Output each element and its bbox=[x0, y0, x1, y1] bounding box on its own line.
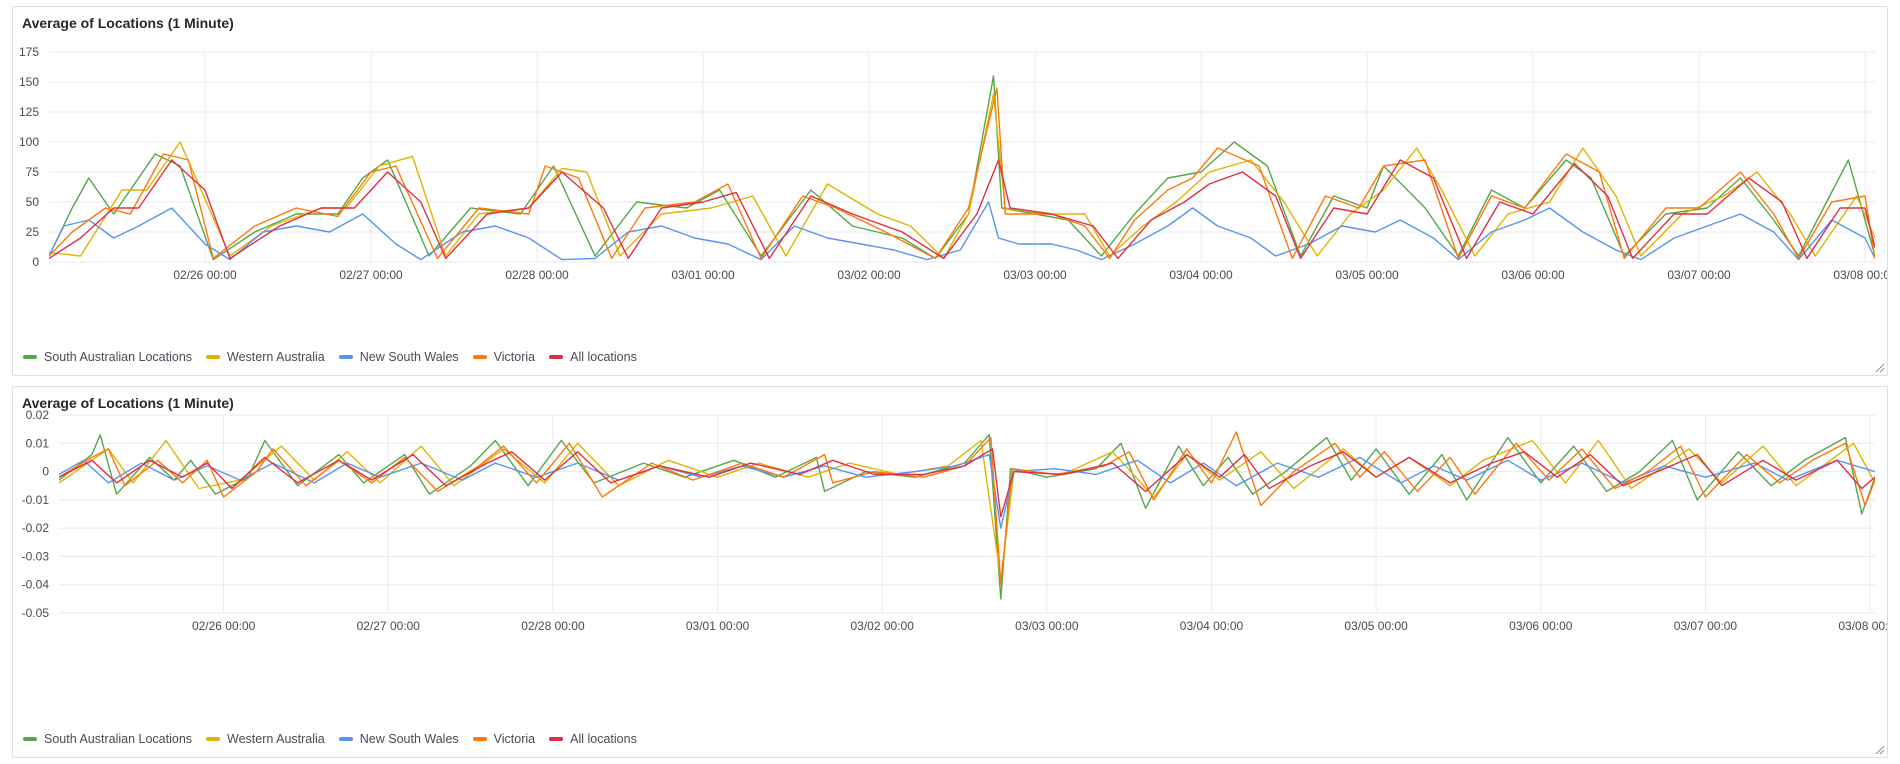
series-line-victoria[interactable] bbox=[59, 431, 1875, 586]
legend-item-western-australia[interactable]: Western Australia bbox=[206, 732, 325, 746]
top-chart-legend: South Australian Locations Western Austra… bbox=[23, 350, 637, 364]
series-line-victoria[interactable] bbox=[49, 87, 1875, 260]
bottom-chart-legend: South Australian Locations Western Austra… bbox=[23, 732, 637, 746]
top-line-chart[interactable]: 0 25 50 75 100 125 150 175 02/26 00:00 02/27 00:0… bbox=[13, 7, 1887, 347]
legend-label: Western Australia bbox=[227, 732, 325, 746]
legend-label: Western Australia bbox=[227, 350, 325, 364]
legend-item-victoria[interactable]: Victoria bbox=[472, 732, 536, 746]
series-group bbox=[49, 75, 1875, 261]
legend-label: New South Wales bbox=[359, 732, 459, 746]
y-tick-label: -0.02 bbox=[22, 521, 50, 535]
series-group bbox=[59, 431, 1875, 600]
panel-title: Average of Locations (1 Minute) bbox=[22, 15, 234, 31]
legend-item-new-south-wales[interactable]: New South Wales bbox=[338, 350, 459, 364]
legend-swatch bbox=[472, 737, 487, 741]
x-tick-label: 03/06 00:00 bbox=[1501, 268, 1565, 282]
legend-item-south-australian-locations[interactable]: South Australian Locations bbox=[23, 732, 192, 746]
y-tick-label: 50 bbox=[26, 195, 40, 209]
x-tick-label: 03/04 00:00 bbox=[1169, 268, 1233, 282]
x-tick-label: 03/04 00:00 bbox=[1180, 619, 1244, 633]
legend-item-all-locations[interactable]: All locations bbox=[549, 350, 637, 364]
legend-label: New South Wales bbox=[359, 350, 459, 364]
x-tick-label: 02/27 00:00 bbox=[357, 619, 421, 633]
series-line-south-australian-locations[interactable] bbox=[49, 75, 1875, 261]
y-tick-label: -0.03 bbox=[22, 549, 50, 563]
x-tick-label: 03/02 00:00 bbox=[851, 619, 915, 633]
y-tick-label: 100 bbox=[19, 135, 39, 149]
legend-swatch bbox=[206, 737, 221, 741]
y-tick-label: 150 bbox=[19, 75, 39, 89]
y-tick-label: 0.02 bbox=[26, 408, 50, 422]
legend-label: Victoria bbox=[493, 350, 536, 364]
legend-swatch bbox=[206, 355, 221, 359]
legend-label: Victoria bbox=[493, 732, 536, 746]
legend-swatch bbox=[338, 737, 353, 741]
x-tick-label: 02/28 00:00 bbox=[521, 619, 585, 633]
x-tick-label: 03/05 00:00 bbox=[1335, 268, 1399, 282]
legend-item-western-australia[interactable]: Western Australia bbox=[206, 350, 325, 364]
y-tick-label: -0.01 bbox=[22, 493, 50, 507]
y-tick-label: 0.01 bbox=[26, 436, 50, 450]
x-tick-label: 02/28 00:00 bbox=[505, 268, 569, 282]
y-tick-label: 0 bbox=[42, 465, 49, 479]
x-tick-label: 02/26 00:00 bbox=[192, 619, 256, 633]
y-tick-label: 175 bbox=[19, 45, 39, 59]
legend-item-new-south-wales[interactable]: New South Wales bbox=[338, 732, 459, 746]
x-tick-label: 03/03 00:00 bbox=[1015, 619, 1079, 633]
legend-label: South Australian Locations bbox=[44, 350, 193, 364]
x-tick-label: 03/01 00:00 bbox=[686, 619, 750, 633]
legend-swatch bbox=[23, 737, 37, 741]
x-tick-label: 03/07 00:00 bbox=[1674, 619, 1738, 633]
legend-swatch bbox=[338, 355, 353, 359]
x-tick-label: 02/26 00:00 bbox=[173, 268, 237, 282]
legend-item-victoria[interactable]: Victoria bbox=[472, 350, 536, 364]
panel-title: Average of Locations (1 Minute) bbox=[22, 395, 234, 411]
x-tick-label: 03/03 00:00 bbox=[1003, 268, 1067, 282]
x-tick-label: 03/07 00:00 bbox=[1667, 268, 1731, 282]
resize-handle-icon[interactable] bbox=[1875, 745, 1885, 755]
legend-item-south-australian-locations[interactable]: South Australian Locations bbox=[23, 350, 192, 364]
y-tick-label: -0.05 bbox=[22, 606, 50, 620]
x-tick-label: 03/05 00:00 bbox=[1344, 619, 1408, 633]
y-tick-label: -0.04 bbox=[22, 578, 50, 592]
bottom-chart-panel: Average of Locations (1 Minute) 0.02 0.01… bbox=[12, 386, 1888, 758]
y-tick-label: 75 bbox=[26, 165, 40, 179]
series-line-all-locations[interactable] bbox=[49, 159, 1875, 260]
legend-swatch bbox=[23, 355, 37, 359]
series-line-western-australia[interactable] bbox=[59, 439, 1875, 580]
x-tick-label: 03/08 00:00 bbox=[1833, 268, 1887, 282]
y-tick-label: 125 bbox=[19, 105, 39, 119]
x-tick-label: 03/06 00:00 bbox=[1509, 619, 1573, 633]
legend-label: South Australian Locations bbox=[44, 732, 193, 746]
resize-handle-icon[interactable] bbox=[1875, 363, 1885, 373]
y-tick-label: 0 bbox=[32, 255, 39, 269]
y-tick-label: 25 bbox=[26, 225, 40, 239]
series-line-south-australian-locations[interactable] bbox=[59, 434, 1875, 600]
x-tick-label: 02/27 00:00 bbox=[339, 268, 403, 282]
legend-label: All locations bbox=[570, 350, 637, 364]
bottom-line-chart[interactable]: 0.02 0.01 0 -0.01 -0.02 -0.03 -0.04 -0.05 02/26 … bbox=[13, 387, 1887, 727]
x-tick-label: 03/01 00:00 bbox=[671, 268, 735, 282]
series-line-all-locations[interactable] bbox=[59, 448, 1875, 518]
series-line-new-south-wales[interactable] bbox=[49, 201, 1875, 261]
x-tick-label: 03/08 00:00 bbox=[1838, 619, 1887, 633]
legend-swatch bbox=[549, 355, 564, 359]
top-chart-panel: Average of Locations (1 Minute) 0 25 50 75 1… bbox=[12, 6, 1888, 376]
x-tick-label: 03/02 00:00 bbox=[837, 268, 901, 282]
legend-swatch bbox=[549, 737, 564, 741]
series-line-western-australia[interactable] bbox=[49, 93, 1875, 260]
legend-item-all-locations[interactable]: All locations bbox=[549, 732, 637, 746]
legend-swatch bbox=[472, 355, 487, 359]
legend-label: All locations bbox=[570, 732, 637, 746]
